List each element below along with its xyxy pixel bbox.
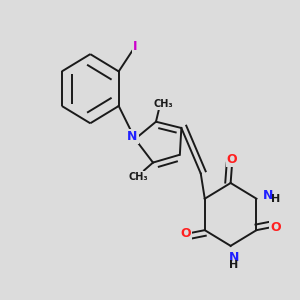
Text: H: H bbox=[271, 194, 280, 204]
Text: CH₃: CH₃ bbox=[128, 172, 148, 182]
Text: N: N bbox=[228, 251, 239, 264]
Text: CH₃: CH₃ bbox=[154, 99, 173, 110]
Text: I: I bbox=[133, 40, 137, 53]
Text: N: N bbox=[127, 130, 137, 143]
Text: H: H bbox=[229, 260, 238, 270]
Text: O: O bbox=[180, 227, 191, 240]
Text: O: O bbox=[271, 220, 281, 233]
Text: N: N bbox=[262, 189, 273, 202]
Text: O: O bbox=[227, 153, 237, 166]
